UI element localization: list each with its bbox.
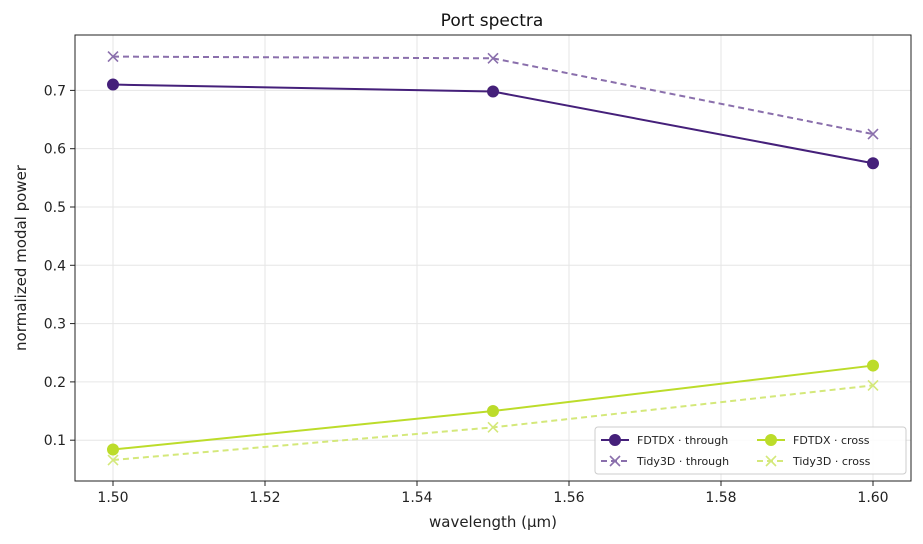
y-tick-label: 0.5: [44, 200, 66, 216]
series-0: [107, 78, 879, 170]
data-point: [867, 359, 879, 372]
legend-label: FDTDX · cross: [793, 434, 870, 447]
legend-label: Tidy3D · cross: [792, 455, 871, 468]
y-tick-label: 0.7: [44, 83, 66, 99]
legend-swatch-marker: [765, 434, 777, 446]
data-point: [487, 85, 499, 98]
legend-item: Tidy3D · through: [601, 455, 729, 468]
data-point: [487, 52, 499, 64]
y-tick-label: 0.6: [44, 142, 66, 158]
x-tick-label: 1.54: [401, 490, 432, 506]
legend-item: Tidy3D · cross: [757, 455, 871, 468]
y-tick-label: 0.4: [44, 258, 66, 274]
legend-label: Tidy3D · through: [636, 455, 729, 468]
ticks-layer: 1.50 1.52 1.54 1.56 1.58 1.60 0.1 0.2 0.3 0.4 0.5 0…: [44, 83, 889, 506]
series-2: [107, 359, 879, 456]
legend: FDTDX · through Tidy3D · through FDTDX · c…: [594, 426, 907, 475]
x-tick-label: 1.56: [553, 490, 584, 506]
legend-swatch-marker: [609, 434, 621, 446]
series-layer: [107, 51, 879, 466]
legend-frame: [594, 426, 907, 475]
x-axis-label: wavelength (µm): [429, 513, 557, 531]
data-point: [487, 421, 499, 433]
x-tick-label: 1.52: [249, 490, 280, 506]
legend-item: FDTDX · cross: [757, 434, 870, 447]
series-3: [107, 379, 879, 466]
data-point: [867, 157, 879, 170]
data-point: [867, 128, 879, 140]
y-tick-label: 0.2: [44, 375, 66, 391]
legend-swatch-marker: [609, 455, 621, 467]
chart-title: Port spectra: [441, 11, 544, 31]
y-tick-label: 0.1: [44, 433, 66, 449]
series-1: [107, 51, 879, 140]
data-point: [487, 405, 499, 418]
y-axis-label: normalized modal power: [12, 164, 30, 351]
data-point: [107, 454, 119, 466]
x-tick-label: 1.60: [857, 490, 888, 506]
plot-frame: [74, 34, 912, 482]
legend-label: FDTDX · through: [637, 434, 728, 447]
data-point: [867, 379, 879, 391]
x-tick-label: 1.50: [97, 490, 128, 506]
data-point: [107, 78, 119, 91]
legend-swatch-marker: [765, 455, 777, 467]
x-tick-label: 1.58: [705, 490, 736, 506]
data-point: [107, 443, 119, 456]
y-tick-label: 0.3: [44, 317, 66, 333]
data-point: [107, 51, 119, 63]
legend-item: FDTDX · through: [601, 434, 728, 447]
